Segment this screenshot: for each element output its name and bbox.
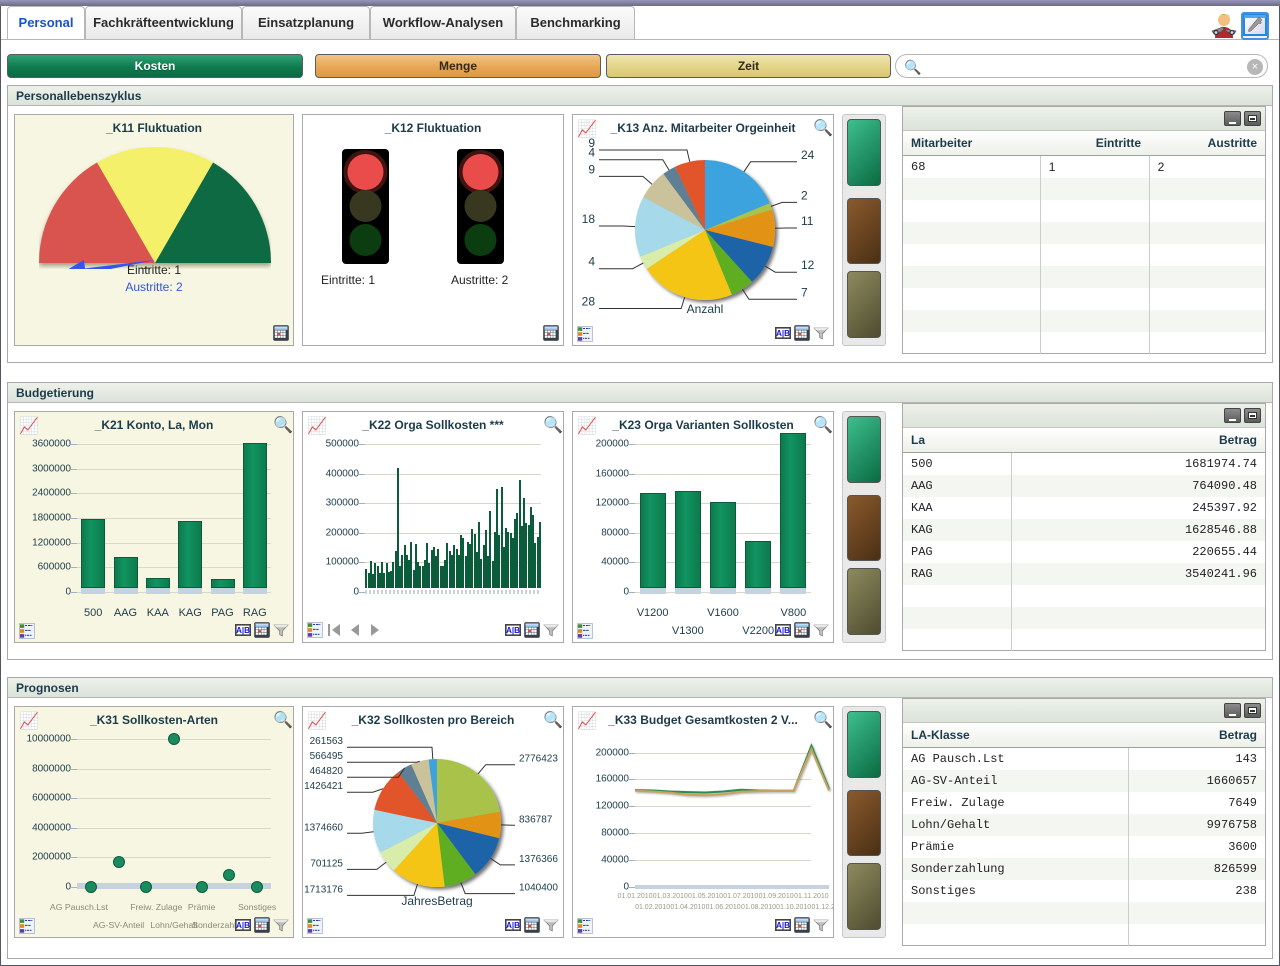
svg-text:A|B: A|B	[506, 626, 520, 635]
svg-text:836787: 836787	[519, 814, 553, 825]
svg-text:28: 28	[582, 295, 596, 309]
svg-text:18: 18	[582, 212, 596, 226]
svg-text:A|B: A|B	[506, 921, 520, 930]
svg-text:11: 11	[801, 214, 814, 228]
svg-text:1376366: 1376366	[519, 854, 558, 865]
svg-text:A|B: A|B	[776, 626, 790, 635]
svg-text:24: 24	[801, 148, 815, 162]
svg-text:701125: 701125	[310, 858, 343, 869]
svg-text:261563: 261563	[310, 736, 344, 747]
svg-text:Anzahl: Anzahl	[687, 302, 724, 315]
svg-text:2776423: 2776423	[519, 754, 558, 765]
svg-text:7: 7	[801, 285, 808, 299]
svg-text:1426421: 1426421	[304, 781, 343, 792]
svg-text:9: 9	[588, 162, 595, 176]
svg-text:A|B: A|B	[776, 921, 790, 930]
svg-text:4: 4	[588, 255, 595, 269]
svg-text:A|B: A|B	[236, 626, 250, 635]
svg-text:1374660: 1374660	[304, 822, 343, 833]
svg-text:12: 12	[801, 258, 815, 272]
svg-text:A|B: A|B	[236, 921, 250, 930]
svg-text:566495: 566495	[310, 751, 344, 762]
svg-text:2: 2	[801, 188, 808, 202]
svg-text:1040400: 1040400	[519, 883, 558, 894]
svg-text:464820: 464820	[310, 766, 344, 777]
svg-text:A|B: A|B	[776, 329, 790, 338]
svg-text:9: 9	[588, 136, 595, 150]
svg-text:1713176: 1713176	[304, 884, 343, 895]
svg-text:JahresBetrag: JahresBetrag	[401, 894, 472, 907]
